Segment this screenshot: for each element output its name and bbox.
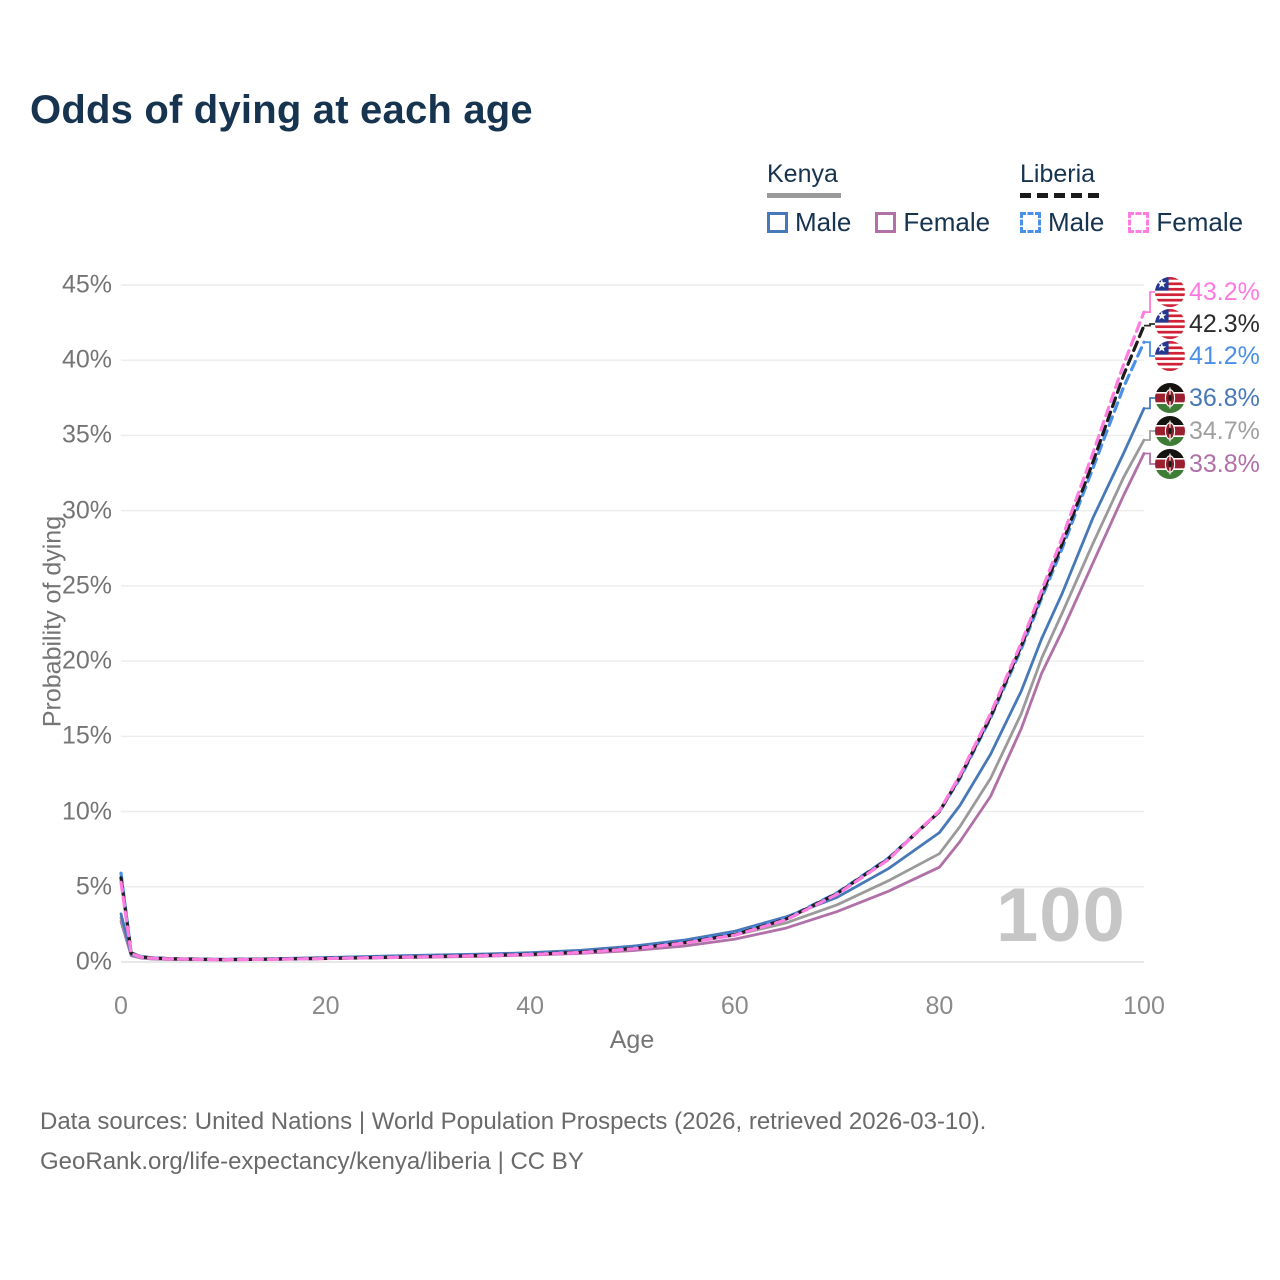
end-label-connector	[1144, 430, 1155, 441]
line-liberia-female	[119, 310, 1146, 962]
legend-label-kenya-female: Female	[903, 207, 991, 237]
end-label-liberia-male: 41.2%	[1155, 341, 1260, 371]
end-label-kenya: 34.7%	[1155, 416, 1260, 446]
end-label-value: 42.3%	[1189, 309, 1260, 338]
liberia-female-swatch-icon[interactable]	[1128, 212, 1150, 233]
legend-liberia-line-swatch	[1020, 193, 1102, 198]
end-label-kenya-male: 36.8%	[1155, 383, 1260, 413]
x-tick-label: 0	[114, 992, 128, 1020]
y-tick-label: 25%	[61, 571, 112, 600]
y-tick-label: 20%	[61, 646, 112, 675]
legend-country-kenya: Kenya	[767, 160, 838, 188]
y-tick-label: 5%	[75, 872, 112, 901]
legend-item-kenya-male[interactable]: Male	[767, 207, 851, 238]
end-label-connector	[1144, 291, 1155, 313]
legend-item-liberia-female[interactable]: Female	[1128, 207, 1243, 238]
line-kenya-male	[119, 407, 1146, 961]
liberia-flag-icon	[1155, 309, 1185, 339]
y-tick-label: 0%	[75, 947, 112, 976]
age-counter-watermark: 100	[996, 873, 1126, 958]
end-label-connector	[1144, 397, 1155, 410]
legend-item-liberia-male[interactable]: Male	[1020, 207, 1104, 238]
x-tick-label: 40	[516, 992, 545, 1020]
kenya-female-swatch-icon[interactable]	[875, 212, 897, 233]
liberia-flag-icon	[1155, 341, 1185, 371]
data-sources-note: Data sources: United Nations | World Pop…	[40, 1108, 987, 1135]
end-label-value: 33.8%	[1189, 449, 1260, 478]
end-label-kenya-female: 33.8%	[1155, 449, 1260, 479]
y-axis-title: Probability of dying	[38, 515, 67, 728]
legend-group-liberia: Liberia Male Female	[1020, 160, 1243, 238]
line-kenya	[119, 438, 1146, 961]
liberia-flag-icon	[1155, 277, 1185, 307]
x-tick-label: 80	[925, 992, 954, 1020]
line-kenya-female	[119, 452, 1146, 962]
legend-group-kenya: Kenya Male Female	[767, 160, 990, 238]
x-axis-title: Age	[609, 1026, 655, 1054]
legend-label-kenya-male: Male	[795, 207, 852, 237]
page-title: Odds of dying at each age	[30, 88, 533, 132]
kenya-flag-icon	[1155, 383, 1185, 413]
y-tick-label: 15%	[61, 721, 112, 750]
end-label-value: 41.2%	[1189, 341, 1260, 370]
end-label-value: 34.7%	[1189, 416, 1260, 445]
y-tick-label: 30%	[61, 496, 112, 525]
y-tick-label: 35%	[61, 420, 112, 449]
x-tick-label: 20	[311, 992, 340, 1020]
end-label-liberia-female: 43.2%	[1155, 277, 1260, 307]
x-tick-label: 100	[1123, 992, 1165, 1020]
y-tick-label: 45%	[61, 270, 112, 299]
kenya-flag-icon	[1155, 416, 1185, 446]
legend-country-liberia: Liberia	[1020, 160, 1096, 188]
end-label-value: 36.8%	[1189, 383, 1260, 412]
attribution-note: GeoRank.org/life-expectancy/kenya/liberi…	[40, 1148, 584, 1175]
legend-label-liberia-female: Female	[1156, 207, 1244, 237]
x-tick-label: 60	[720, 992, 749, 1020]
legend-label-liberia-male: Male	[1048, 207, 1105, 237]
legend-item-kenya-female[interactable]: Female	[875, 207, 990, 238]
end-label-connector	[1144, 452, 1155, 465]
kenya-male-swatch-icon[interactable]	[767, 212, 788, 233]
end-label-connector	[1144, 323, 1155, 327]
line-liberia	[119, 324, 1146, 962]
end-label-value: 43.2%	[1189, 277, 1260, 306]
legend-kenya-line-swatch	[767, 193, 841, 198]
end-label-connector	[1144, 341, 1155, 357]
liberia-male-swatch-icon[interactable]	[1020, 212, 1041, 233]
y-tick-label: 10%	[61, 797, 112, 826]
kenya-flag-icon	[1155, 449, 1185, 479]
y-tick-label: 40%	[61, 345, 112, 374]
end-label-liberia: 42.3%	[1155, 309, 1260, 339]
